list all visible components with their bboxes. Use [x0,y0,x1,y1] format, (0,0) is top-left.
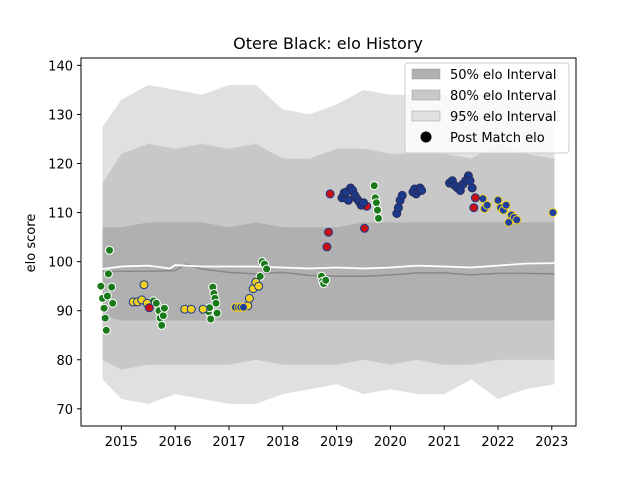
plot-area [96,85,558,404]
post-match-point [470,193,480,203]
post-match-point [157,320,167,330]
chart-title: Otere Black: elo History [233,34,423,53]
y-tick-label: 100 [48,256,73,271]
y-axis-label: elo score [24,214,39,273]
x-tick-label: 2018 [266,435,299,450]
x-tick-label: 2023 [535,435,568,450]
post-match-point [469,203,479,213]
post-match-point [108,298,118,308]
legend-label: 50% elo Interval [450,68,557,83]
post-match-point [465,176,475,186]
y-tick-label: 140 [48,59,73,74]
legend-swatch [411,110,441,122]
post-match-point [102,291,112,301]
post-match-point [371,198,381,208]
x-tick-label: 2017 [212,435,245,450]
axes-frame [80,57,577,427]
post-match-point [369,181,379,191]
post-match-point [254,281,264,291]
post-match-point [324,227,333,237]
post-match-point [359,198,368,208]
y-tick-label: 110 [48,207,73,222]
y-tick-label: 80 [56,354,73,369]
post-match-point [467,183,477,193]
post-match-point [548,208,558,218]
post-match-point [99,303,109,313]
post-match-point [417,186,427,195]
post-match-point [501,200,511,210]
post-match-point [96,281,106,291]
legend: 50% elo Interval 80% elo Interval 95% elo … [404,62,570,154]
post-match-point [211,298,221,308]
post-match-point [374,213,383,223]
x-tick-label: 2016 [159,435,192,450]
post-match-point [212,308,222,318]
legend-box [404,62,570,154]
x-tick-label: 2019 [320,435,353,450]
post-match-point [493,195,503,205]
post-match-point [397,190,407,200]
post-match-point [482,200,492,210]
post-match-point [393,203,403,213]
post-match-point [244,293,254,303]
x-tick-label: 2020 [374,435,407,450]
post-match-point [103,269,113,279]
x-tick-label: 2022 [481,435,514,450]
post-match-point [239,302,248,312]
post-match-point [206,314,216,324]
post-match-point [107,282,117,292]
legend-label: Post Match elo [450,131,545,146]
y-tick-label: 70 [56,403,73,418]
post-match-point [321,275,331,285]
post-match-point [105,245,114,255]
post-match-point [159,303,169,313]
x-axis: 2015 2016 2017 2018 2019 2020 2021 2022 2023 [105,426,568,450]
legend-swatch [411,89,441,101]
post-match-point [255,271,265,281]
post-match-point [262,264,272,274]
median-line [102,263,555,278]
post-match-point [343,195,353,205]
post-match-point [373,205,382,215]
mean-line [102,262,555,270]
legend-swatch [411,68,441,80]
legend-marker [420,131,432,143]
post-match-point [186,304,196,314]
post-match-point [198,304,208,314]
post-match-point [144,303,154,313]
x-tick-label: 2015 [105,435,138,450]
post-match-point [139,280,149,290]
x-tick-label: 2021 [428,435,461,450]
y-tick-label: 130 [48,108,73,123]
post-match-point [158,311,168,321]
y-tick-label: 90 [56,305,73,320]
post-match-point [101,325,111,335]
y-tick-label: 120 [48,157,73,172]
y-axis: 70 80 90 100 110 120 130 140 [48,59,81,418]
post-match-point [322,242,332,252]
post-match-point [512,215,522,225]
post-match-point [360,223,369,233]
band-50 [102,222,555,321]
legend-label: 80% elo Interval [450,89,557,104]
legend-label: 95% elo Interval [450,110,557,125]
post-match-point [325,189,335,199]
post-match-point [100,313,110,323]
